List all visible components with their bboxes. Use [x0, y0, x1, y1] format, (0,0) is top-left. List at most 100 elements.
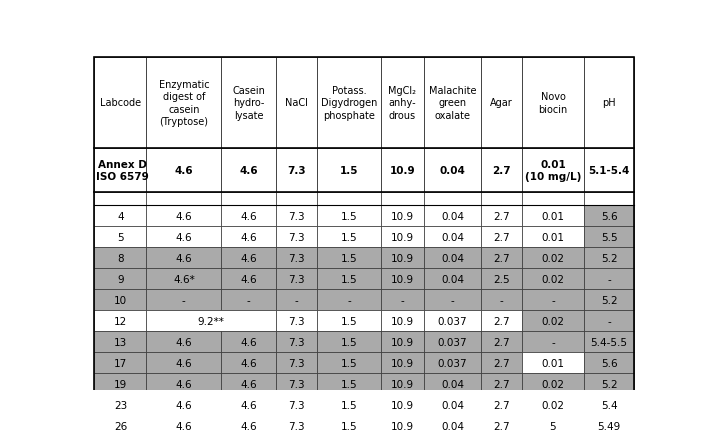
Bar [584, 373, 634, 394]
Bar [317, 193, 381, 206]
Bar [523, 373, 584, 394]
Text: 5.4: 5.4 [601, 399, 617, 410]
Bar [317, 311, 381, 332]
Bar [424, 148, 481, 193]
Text: 1.5: 1.5 [341, 337, 358, 347]
Text: 4.6: 4.6 [240, 358, 257, 368]
Text: 4.6: 4.6 [240, 399, 257, 410]
Bar [221, 206, 276, 227]
Bar [95, 311, 146, 332]
Bar [381, 206, 424, 227]
Bar [481, 269, 523, 290]
Bar [523, 394, 584, 415]
Text: 1.5: 1.5 [341, 274, 358, 284]
Bar [381, 248, 424, 269]
Text: 0.037: 0.037 [438, 358, 467, 368]
Bar [221, 290, 276, 311]
Bar [317, 58, 381, 148]
Text: 5.49: 5.49 [597, 420, 621, 431]
Bar [276, 373, 317, 394]
Text: 12: 12 [114, 316, 127, 326]
Bar [146, 193, 221, 206]
Bar [95, 394, 146, 415]
Text: Casein
hydro-
lysate: Casein hydro- lysate [232, 86, 265, 120]
Text: Malachite
green
oxalate: Malachite green oxalate [429, 86, 476, 120]
Text: 10.9: 10.9 [391, 253, 414, 263]
Text: 5.2: 5.2 [601, 295, 617, 305]
Bar [584, 206, 634, 227]
Text: 1.5: 1.5 [340, 166, 358, 176]
Bar [276, 58, 317, 148]
Text: 10.9: 10.9 [391, 233, 414, 242]
Text: 10.9: 10.9 [391, 316, 414, 326]
Text: 1.5: 1.5 [341, 420, 358, 431]
Text: 2.5: 2.5 [493, 274, 510, 284]
Bar [481, 415, 523, 436]
Bar [221, 394, 276, 415]
Bar [276, 290, 317, 311]
Bar [424, 58, 481, 148]
Bar [481, 353, 523, 373]
Text: 4.6: 4.6 [240, 337, 257, 347]
Bar [424, 206, 481, 227]
Bar [523, 248, 584, 269]
Bar [381, 269, 424, 290]
Bar [146, 394, 221, 415]
Text: 10.9: 10.9 [391, 212, 414, 222]
Text: 5.2: 5.2 [601, 379, 617, 389]
Text: -: - [347, 295, 351, 305]
Bar [95, 227, 146, 248]
Text: 4.6: 4.6 [176, 253, 192, 263]
Text: pH: pH [602, 98, 616, 108]
Bar [221, 248, 276, 269]
Bar [381, 373, 424, 394]
Text: 5: 5 [117, 233, 124, 242]
Bar [221, 269, 276, 290]
Bar [523, 148, 584, 193]
Text: 2.7: 2.7 [493, 379, 510, 389]
Bar [221, 373, 276, 394]
Bar [221, 332, 276, 353]
Text: -: - [247, 295, 250, 305]
Bar [481, 206, 523, 227]
Bar [523, 415, 584, 436]
Bar [276, 415, 317, 436]
Text: 0.04: 0.04 [441, 212, 464, 222]
Bar [381, 148, 424, 193]
Bar [481, 332, 523, 353]
Bar [584, 332, 634, 353]
Bar [481, 394, 523, 415]
Bar [95, 373, 146, 394]
Text: -: - [500, 295, 503, 305]
Text: 0.02: 0.02 [542, 253, 565, 263]
Bar [481, 311, 523, 332]
Text: 7.3: 7.3 [289, 274, 305, 284]
Text: Labcode: Labcode [100, 98, 141, 108]
Bar [481, 248, 523, 269]
Bar [424, 193, 481, 206]
Bar [481, 148, 523, 193]
Bar [221, 227, 276, 248]
Bar [276, 353, 317, 373]
Bar [146, 58, 221, 148]
Text: 7.3: 7.3 [289, 379, 305, 389]
Text: 10.9: 10.9 [390, 166, 415, 176]
Text: 0.037: 0.037 [438, 337, 467, 347]
Text: 4.6: 4.6 [174, 166, 193, 176]
Bar [523, 311, 584, 332]
Bar [317, 148, 381, 193]
Text: Enzymatic
digest of
casein
(Tryptose): Enzymatic digest of casein (Tryptose) [159, 80, 209, 127]
Text: 4.6: 4.6 [240, 233, 257, 242]
Bar [381, 193, 424, 206]
Text: -: - [451, 295, 454, 305]
Text: 7.3: 7.3 [289, 399, 305, 410]
Bar [95, 248, 146, 269]
Bar [146, 269, 221, 290]
Text: -: - [607, 316, 611, 326]
Text: 2.7: 2.7 [493, 253, 510, 263]
Text: 0.02: 0.02 [542, 399, 565, 410]
Text: 1.5: 1.5 [341, 379, 358, 389]
Bar [146, 311, 276, 332]
Text: 10.9: 10.9 [391, 399, 414, 410]
Text: -: - [182, 295, 186, 305]
